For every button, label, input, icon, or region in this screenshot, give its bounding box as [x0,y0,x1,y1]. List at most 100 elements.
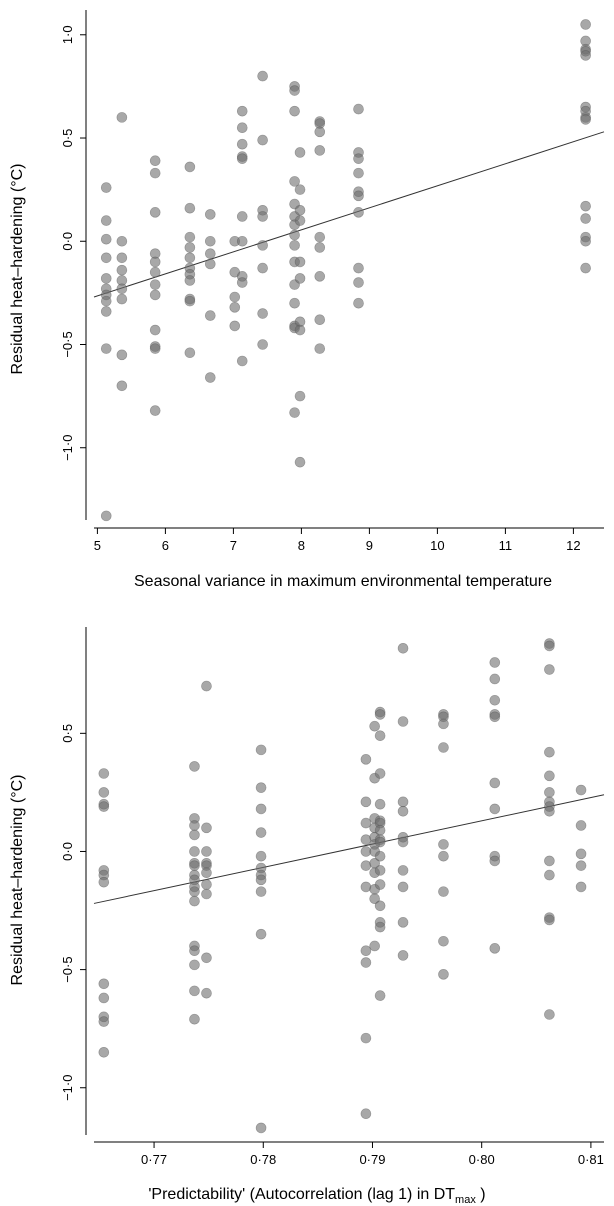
top-y-tick-label: 0·5 [60,129,75,148]
bottom-data-point [189,820,200,831]
top-data-point [116,293,128,305]
bottom-data-point [189,895,200,907]
top-data-point [100,182,112,193]
bottom-data-point [255,886,267,897]
top-x-tick-label: 7 [230,538,237,553]
bottom-x-axis-title-tail: ) [476,1186,486,1203]
bottom-x-axis-title-main: 'Predictability' (Autocorrelation (lag 1… [148,1186,455,1203]
bottom-data-point [438,969,449,980]
bottom-data-point [255,744,267,756]
top-data-point [353,167,364,179]
bottom-data-point [489,673,501,685]
bottom-data-point [360,945,372,957]
bottom-data-point [374,768,386,779]
top-data-point [184,231,196,243]
bottom-data-point [397,642,409,654]
bottom-data-point [575,848,587,860]
top-data-point [184,347,196,359]
top-data-point [204,310,216,321]
bottom-data-point [544,855,555,867]
top-x-tick-label: 6 [162,538,169,553]
top-points [100,19,591,522]
top-data-point [149,155,161,167]
top-data-point [294,324,306,336]
bottom-data-point [374,990,386,1001]
top-data-point [314,231,326,243]
top-data-point [257,240,268,251]
bottom-data-point [360,957,372,968]
top-data-point [353,153,364,164]
top-data-point [236,105,248,117]
top-data-point [116,380,128,392]
bottom-scatter-panel: 0·77 0·78 0·79 0·80 0·81 −1·0 −0·5 0·0 0·5 Resid… [9,627,605,1206]
bottom-data-point [201,879,212,890]
bottom-data-point [438,839,449,850]
bottom-y-tick-label: −1·0 [60,1075,75,1101]
top-data-point [204,372,216,383]
bottom-data-point [489,657,501,668]
bottom-data-point [360,1108,372,1120]
top-data-point [116,264,128,276]
top-trend-line [93,131,605,298]
top-data-point [116,235,128,247]
top-data-point [580,114,591,125]
top-y-tick-label: 1·0 [60,25,75,44]
top-data-point [294,390,306,402]
top-data-point [289,229,300,241]
bottom-data-point [544,805,555,817]
bottom-data-point [189,829,200,841]
bottom-data-point [98,1016,110,1027]
bottom-data-point [489,855,501,867]
top-data-point [257,308,268,319]
top-data-point [116,349,128,361]
bottom-data-point [489,711,501,723]
bottom-data-point [397,796,409,808]
top-data-point [580,19,591,30]
bottom-data-point [98,768,110,779]
top-data-point [229,302,241,313]
top-data-point [314,242,326,253]
bottom-data-point [544,787,555,798]
top-x-tick-label: 8 [298,538,305,553]
top-data-point [184,161,196,173]
bottom-data-point [360,860,372,871]
top-data-point [184,295,196,307]
top-data-point [580,213,591,224]
top-data-point [149,266,161,278]
bottom-data-point [201,822,212,834]
bottom-data-point [374,730,386,741]
bottom-data-point [397,836,409,848]
bottom-data-point [397,865,409,876]
top-data-point [314,271,326,282]
top-data-point [314,145,326,156]
bottom-data-point [397,950,409,961]
top-data-point [353,103,364,115]
top-data-point [289,297,300,309]
top-data-point [100,215,112,226]
bottom-data-point [544,746,555,758]
top-data-point [257,339,268,350]
bottom-data-point [544,664,555,675]
top-data-point [294,204,306,216]
bottom-data-point [374,798,386,810]
bottom-data-point [575,784,587,796]
bottom-data-point [489,777,501,789]
bottom-data-point [544,1009,555,1020]
bottom-data-point [360,796,372,808]
top-data-point [184,275,196,286]
bottom-data-point [201,846,212,857]
bottom-data-point [255,850,267,862]
top-data-point [184,242,196,253]
bottom-y-tick-label: 0·0 [60,842,75,861]
bottom-data-point [438,850,449,862]
bottom-data-point [489,694,501,706]
bottom-data-point [255,782,267,793]
bottom-y-tick-label: −0·5 [60,956,75,982]
top-data-point [294,215,306,226]
bottom-x-tick-label: 0·79 [359,1152,385,1167]
top-data-point [100,295,112,307]
top-data-point [314,314,326,326]
bottom-data-point [374,865,386,876]
bottom-data-point [397,881,409,893]
